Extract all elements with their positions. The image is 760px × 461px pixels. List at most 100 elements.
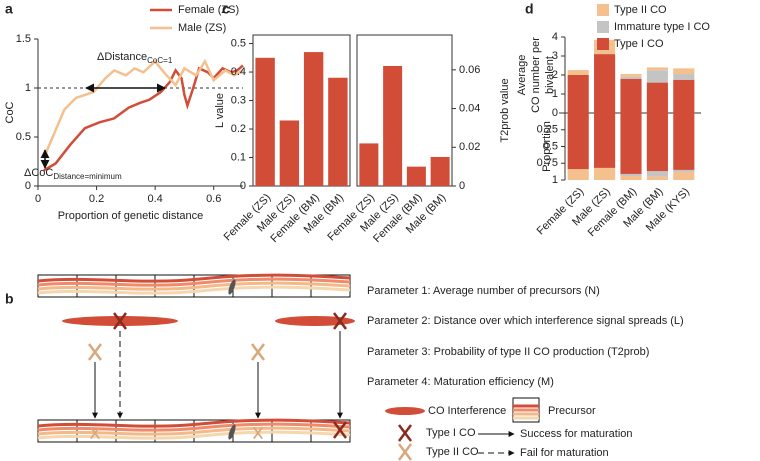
y-tick-label: 0.2: [231, 123, 246, 135]
legend-swatch: [597, 4, 609, 16]
bar: [303, 52, 324, 186]
bar-segment: [646, 70, 668, 83]
y-axis-label: bivalent: [544, 56, 556, 94]
x-tick-label: 0: [35, 193, 41, 205]
parameter: Parameter 2: Distance over which interfe…: [367, 315, 684, 327]
line-series: [43, 64, 244, 172]
bar-segment: [620, 74, 642, 77]
bar-segment: [594, 167, 616, 180]
bar-segment: [646, 171, 668, 177]
legend-icon: [397, 442, 413, 461]
legend-label: Type I CO: [426, 427, 476, 439]
bar-segment: [673, 74, 695, 80]
x-tick-label: 0.6: [206, 193, 221, 205]
bar: [255, 57, 275, 187]
interference: [275, 316, 355, 326]
y-tick-label: 3: [552, 50, 558, 62]
legend-label: Female (ZS): [178, 4, 239, 16]
bar-segment: [673, 68, 695, 75]
bar: [328, 77, 348, 186]
bar: [359, 143, 379, 186]
panel-label: c: [222, 1, 230, 17]
y-tick-label: 0.25: [537, 124, 558, 136]
y-tick-label: 0: [459, 180, 465, 192]
annotation: ΔCoCDistance=minimum: [24, 167, 122, 181]
bar-segment: [620, 175, 642, 180]
y-axis-label: Proportion: [541, 121, 553, 172]
bar-segment: [620, 113, 642, 174]
parameter: Parameter 1: Average number of precursor…: [367, 285, 600, 297]
bar-segment: [646, 176, 668, 180]
x-axis-label: Proportion of genetic distance: [58, 210, 204, 222]
y-tick-label: 4: [552, 31, 558, 43]
y-tick-label: 0.5: [543, 140, 558, 152]
plot-frame: [252, 34, 351, 187]
y-tick-label: 0.1: [231, 151, 246, 163]
legend-icon: [385, 407, 425, 415]
annotation-subscript: CoC=1: [147, 56, 173, 65]
y-axis-label: CO number per: [530, 37, 542, 113]
bar-segment: [646, 67, 668, 71]
bar-segment: [567, 113, 589, 170]
y-tick-label: 0.02: [459, 141, 480, 153]
type-ii-co: [250, 342, 266, 362]
y-tick-label: 0: [552, 107, 558, 119]
x-tick-label: 0.4: [147, 193, 162, 205]
y-tick-label: 0: [25, 180, 31, 192]
y-tick-label: 1.5: [16, 33, 31, 45]
annotation-text: ΔDistance: [97, 51, 147, 63]
parameter: Parameter 3: Probability of type II CO p…: [367, 346, 649, 358]
bar-segment: [567, 75, 589, 113]
y-tick-label: 0.06: [459, 64, 480, 76]
legend-label: Type II CO: [614, 4, 667, 16]
bar-segment: [594, 113, 616, 168]
bar: [279, 120, 300, 186]
bar-segment: [673, 113, 695, 170]
x-tick-label: 0.2: [89, 193, 104, 205]
bar-segment: [567, 169, 589, 180]
annotation-text: ΔCoC: [24, 167, 53, 179]
bar-segment: [594, 54, 616, 113]
y-tick-label: 0.5: [231, 37, 246, 49]
y-axis-label: T2prob value: [499, 78, 511, 142]
legend-icon: [397, 423, 413, 443]
legend-label: Precursor: [548, 405, 596, 417]
annotation-subscript: Distance=minimum: [53, 172, 122, 181]
bar-segment: [673, 169, 695, 172]
legend-swatch: [597, 38, 609, 50]
y-axis-label: CoC: [4, 101, 16, 123]
chromosome: [36, 418, 352, 444]
type-ii-co: [87, 342, 103, 362]
bar: [430, 156, 450, 186]
bar: [406, 166, 426, 186]
bar-segment: [673, 171, 695, 180]
legend-label: Type II CO: [426, 446, 479, 458]
bar-segment: [620, 173, 642, 176]
legend-swatch: [597, 21, 609, 33]
panel-label: b: [5, 291, 14, 307]
chromosome: [36, 273, 352, 299]
bar-segment: [620, 78, 642, 113]
bar-segment: [646, 113, 668, 172]
legend-icon: [512, 397, 540, 423]
annotation: ΔDistanceCoC=1: [97, 51, 173, 65]
legend-label: Male (ZS): [178, 22, 226, 34]
legend-label: Type I CO: [614, 38, 664, 50]
parameter: Parameter 4: Maturation efficiency (M): [367, 376, 554, 388]
bar-segment: [673, 79, 695, 113]
bar-segment: [567, 70, 589, 75]
y-tick-label: 1: [25, 82, 31, 94]
y-tick-label: 0.4: [231, 66, 246, 78]
bar-segment: [646, 82, 668, 113]
legend-label: Immature type I CO: [614, 21, 710, 33]
y-tick-label: 0: [240, 180, 246, 192]
y-tick-label: 0.5: [16, 131, 31, 143]
y-tick-label: 1: [552, 88, 558, 100]
y-tick-label: 0.04: [459, 102, 480, 114]
y-tick-label: 1: [552, 174, 558, 186]
y-tick-label: 0.75: [537, 157, 558, 169]
line-series: [42, 58, 244, 159]
y-tick-label: 0.3: [231, 94, 246, 106]
panel-label: a: [5, 1, 13, 17]
